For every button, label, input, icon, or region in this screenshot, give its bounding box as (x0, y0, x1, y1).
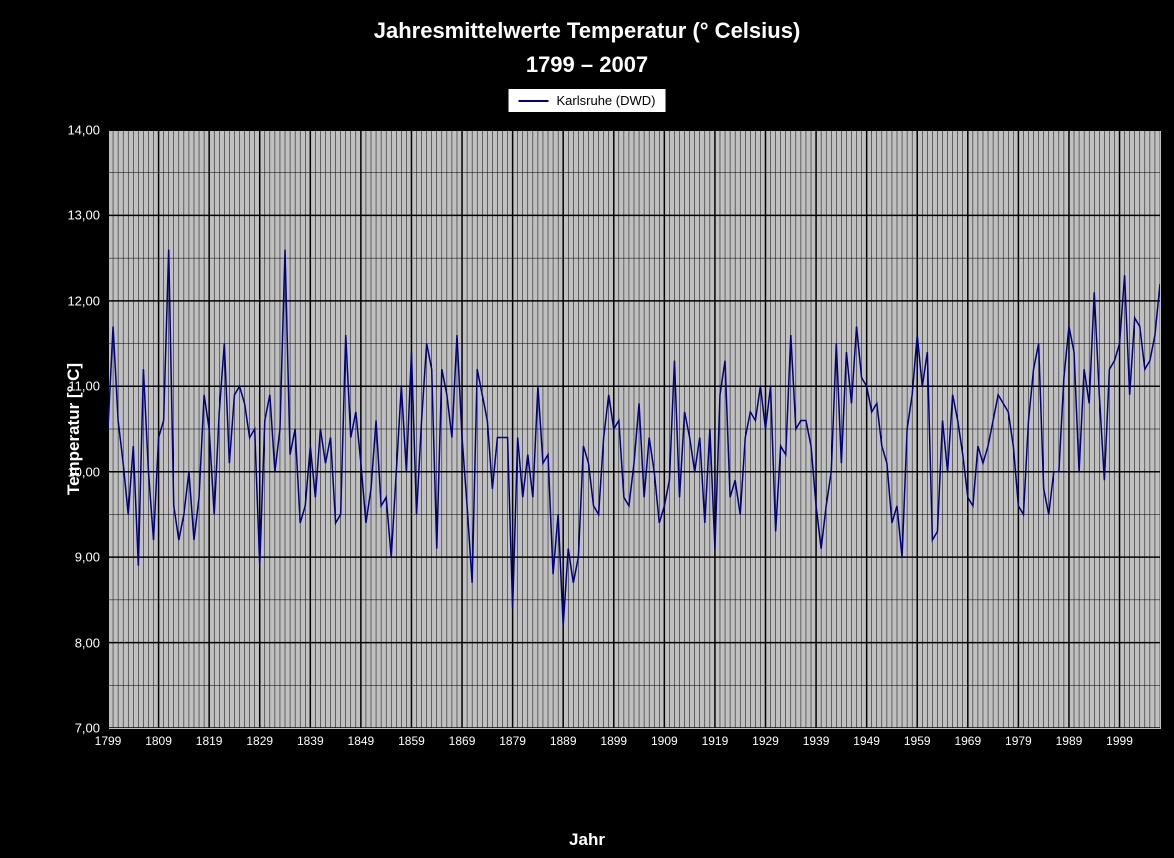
x-tick-label: 1819 (196, 734, 223, 748)
chart-legend: Karlsruhe (DWD) (508, 88, 667, 113)
x-tick-label: 1989 (1056, 734, 1083, 748)
y-tick-label: 11,00 (0, 379, 100, 394)
chart-title-line2: 1799 – 2007 (0, 52, 1174, 78)
plot-svg (108, 130, 1160, 728)
x-tick-label: 1919 (702, 734, 729, 748)
x-tick-label: 1889 (550, 734, 577, 748)
x-tick-label: 1929 (752, 734, 779, 748)
x-tick-label: 1839 (297, 734, 324, 748)
x-tick-label: 1859 (398, 734, 425, 748)
y-tick-label: 8,00 (0, 635, 100, 650)
x-tick-label: 1849 (348, 734, 375, 748)
x-tick-label: 1949 (853, 734, 880, 748)
chart-container: Jahresmittelwerte Temperatur (° Celsius)… (0, 0, 1174, 858)
x-tick-label: 1939 (803, 734, 830, 748)
x-tick-label: 1879 (499, 734, 526, 748)
x-tick-label: 1979 (1005, 734, 1032, 748)
legend-line-icon (519, 100, 549, 102)
x-tick-label: 1869 (449, 734, 476, 748)
x-tick-label: 1809 (145, 734, 172, 748)
x-tick-label: 1799 (95, 734, 122, 748)
y-tick-label: 7,00 (0, 721, 100, 736)
plot-area (108, 130, 1160, 728)
x-axis-label: Jahr (0, 830, 1174, 850)
y-tick-label: 12,00 (0, 293, 100, 308)
y-tick-label: 14,00 (0, 123, 100, 138)
x-tick-label: 1969 (954, 734, 981, 748)
x-tick-label: 1829 (246, 734, 273, 748)
legend-label: Karlsruhe (DWD) (557, 93, 656, 108)
x-tick-label: 1909 (651, 734, 678, 748)
x-tick-label: 1959 (904, 734, 931, 748)
y-tick-label: 13,00 (0, 208, 100, 223)
y-tick-label: 10,00 (0, 464, 100, 479)
chart-title-line1: Jahresmittelwerte Temperatur (° Celsius) (0, 18, 1174, 44)
y-tick-label: 9,00 (0, 550, 100, 565)
x-tick-label: 1999 (1106, 734, 1133, 748)
x-tick-label: 1899 (600, 734, 627, 748)
